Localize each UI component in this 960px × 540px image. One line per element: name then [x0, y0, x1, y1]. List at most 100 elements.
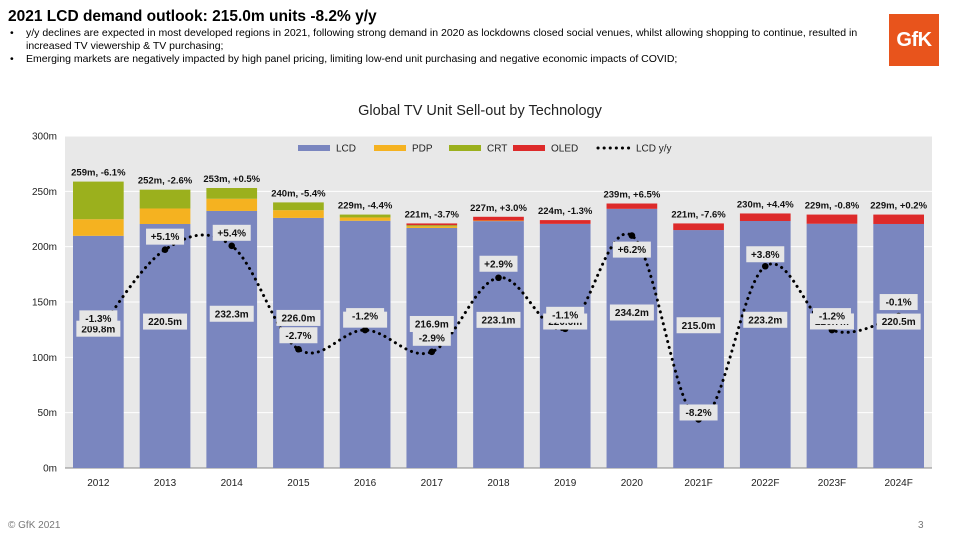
page-number: 3	[918, 520, 924, 531]
bar-oled-2018	[473, 216, 524, 221]
bar-crt-2017	[406, 225, 458, 227]
bar-pdp-2016	[339, 217, 391, 221]
legend-label: OLED	[551, 144, 578, 155]
yoy-label-box	[346, 308, 385, 325]
bar-pdp-2014	[206, 198, 258, 211]
yoy-label: -2.7%	[279, 327, 318, 344]
bar-lcd-2021F	[673, 230, 724, 468]
yoy-label-text: +3.8%	[751, 250, 780, 261]
lcd-value-label: 220.5m	[876, 313, 921, 330]
y-tick-label: 200m	[32, 242, 57, 253]
yoy-label-box	[279, 327, 318, 344]
lcd-value-label-box	[476, 311, 521, 328]
bar-pdp-2015	[273, 210, 324, 218]
y-tick-label: 100m	[32, 353, 57, 364]
lcd-yoy-marker	[228, 242, 236, 250]
legend-swatch-pdp	[374, 145, 406, 151]
yoy-label-text: +6.2%	[618, 245, 647, 256]
total-label: 240m, -5.4%	[271, 188, 326, 199]
yoy-label-box	[612, 241, 651, 258]
legend-swatch-lcd	[298, 145, 330, 151]
yoy-label-text: +5.4%	[217, 228, 246, 239]
bar-lcd-2023F	[806, 223, 858, 468]
gfk-logo: GfK	[889, 14, 939, 66]
lcd-value-label-text: 226.0m	[281, 314, 315, 325]
yoy-label-text: -1.3%	[85, 314, 111, 325]
x-tick-label: 2021F	[684, 478, 712, 489]
lcd-yoy-marker	[495, 274, 502, 282]
lcd-value-label-box	[743, 311, 788, 328]
legend-swatch-crt	[449, 145, 481, 151]
lcd-value-label-box	[409, 315, 454, 332]
total-label: 229m, -0.8%	[805, 201, 860, 212]
lcd-value-label: 223.1m	[476, 311, 521, 328]
total-label: 252m, -2.6%	[138, 176, 193, 187]
lcd-value-label-text: 223.1m	[482, 315, 516, 326]
lcd-yoy-line	[96, 232, 901, 421]
yoy-label-text: -1.2%	[352, 312, 378, 323]
yoy-label: +5.1%	[146, 228, 185, 245]
bar-lcd-2014	[206, 210, 258, 468]
lcd-value-label-text: 209.8m	[81, 324, 115, 335]
lcd-value-label: 220.5m	[143, 313, 188, 330]
x-tick-label: 2023F	[818, 478, 846, 489]
lcd-yoy-marker	[761, 262, 769, 270]
yoy-label: -1.3%	[79, 310, 118, 327]
bar-pdp-2018	[473, 220, 524, 222]
lcd-value-label-text: 232.3m	[215, 309, 249, 320]
x-tick-label: 2022F	[751, 478, 779, 489]
total-label: 227m, +3.0%	[470, 203, 527, 214]
yoy-label-text: -8.2%	[686, 408, 712, 419]
bar-oled-2020	[606, 203, 658, 209]
total-label: 259m, -6.1%	[71, 168, 126, 179]
x-tick-label: 2020	[621, 478, 644, 489]
total-label: 239m, +6.5%	[603, 190, 660, 201]
lcd-value-label-text: 234.2m	[615, 308, 649, 319]
total-label: 221m, -7.6%	[671, 209, 726, 220]
yoy-label-box	[546, 306, 585, 323]
lcd-yoy-marker	[295, 345, 302, 353]
yoy-label-box	[812, 308, 851, 325]
bar-lcd-2017	[406, 227, 458, 468]
bullet-list: y/y declines are expected in most develo…	[8, 27, 868, 66]
y-tick-label: 300m	[32, 132, 57, 143]
page-title: 2021 LCD demand outlook: 215.0m units -8…	[8, 8, 377, 25]
lcd-value-label: 216.9m	[409, 315, 454, 332]
bullet-item: Emerging markets are negatively impacted…	[8, 53, 868, 66]
total-label: 221m, -3.7%	[405, 209, 460, 220]
bar-oled-2023F	[806, 214, 858, 224]
legend-label: LCD	[336, 144, 356, 155]
bar-crt-2015	[273, 202, 324, 211]
yoy-label-box	[879, 294, 918, 311]
lcd-value-label: 232.3m	[209, 305, 254, 322]
yoy-label-box	[412, 329, 451, 346]
total-label: 253m, +0.5%	[203, 174, 260, 185]
bar-oled-2021F	[673, 223, 724, 231]
yoy-label-box	[479, 255, 518, 272]
y-tick-label: 50m	[38, 408, 57, 419]
yoy-label-box	[679, 404, 718, 421]
bar-crt-2014	[206, 188, 258, 199]
bar-oled-2024F	[873, 214, 924, 224]
bar-lcd-2019	[539, 223, 591, 468]
y-tick-label: 0m	[43, 464, 57, 475]
lcd-value-label: 223.2m	[743, 311, 788, 328]
total-label: 224m, -1.3%	[538, 206, 593, 217]
yoy-label: -2.9%	[412, 329, 451, 346]
x-tick-label: 2013	[154, 478, 177, 489]
lcd-yoy-marker	[428, 348, 436, 356]
x-tick-label: 2017	[421, 478, 444, 489]
lcd-yoy-marker	[361, 326, 369, 334]
legend-swatch-oled	[513, 145, 545, 151]
y-tick-label: 150m	[32, 298, 57, 309]
yoy-label-box	[212, 224, 251, 241]
bar-lcd-2016	[339, 220, 391, 468]
bullet-item: y/y declines are expected in most develo…	[8, 27, 868, 53]
lcd-value-label-text: 220.5m	[148, 317, 182, 328]
lcd-value-label: 226.0m	[276, 309, 321, 326]
lcd-value-label-text: 223.2m	[748, 315, 782, 326]
lcd-value-label-text: 216.9m	[415, 320, 449, 331]
copyright-footer: © GfK 2021	[8, 520, 61, 531]
lcd-value-label-box	[876, 313, 921, 330]
